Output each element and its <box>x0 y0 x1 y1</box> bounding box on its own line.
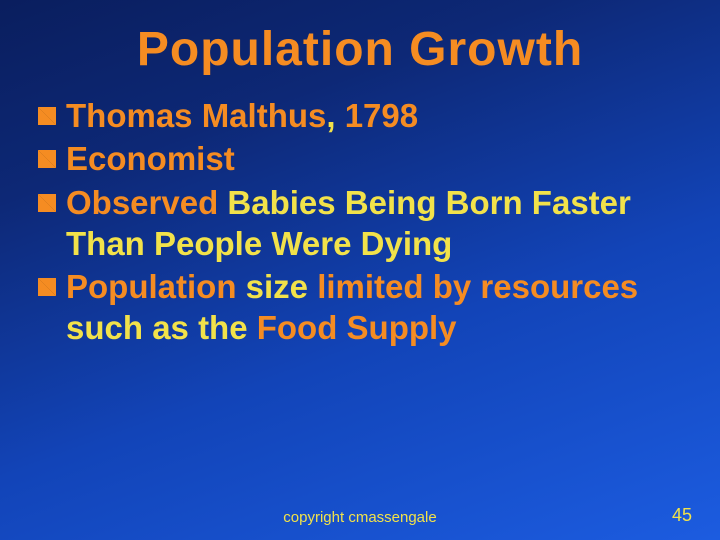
bullet-text: Thomas Malthus, 1798 <box>66 95 418 136</box>
square-bullet-icon <box>38 150 56 168</box>
slide-content: Thomas Malthus, 1798 Economist Observed Ba… <box>0 95 720 349</box>
slide-title: Population Growth <box>0 0 720 95</box>
bullet-item: Economist <box>38 138 690 179</box>
square-bullet-icon <box>38 278 56 296</box>
bullet-text: Economist <box>66 138 235 179</box>
text-segment: Population <box>66 268 246 305</box>
text-segment: Economist <box>66 140 235 177</box>
text-segment: 1798 <box>345 97 418 134</box>
square-bullet-icon <box>38 107 56 125</box>
slide: Population Growth Thomas Malthus, 1798 Ec… <box>0 0 720 540</box>
bullet-item: Population size limited by resources suc… <box>38 266 690 349</box>
bullet-text: Population size limited by resources suc… <box>66 266 690 349</box>
square-bullet-icon <box>38 194 56 212</box>
text-segment: Observed <box>66 184 227 221</box>
text-segment: Food Supply <box>257 309 457 346</box>
bullet-item: Thomas Malthus, 1798 <box>38 95 690 136</box>
text-segment: Thomas Malthus <box>66 97 326 134</box>
text-segment: limited by resources <box>317 268 638 305</box>
page-number: 45 <box>672 505 692 526</box>
text-segment: , <box>326 97 344 134</box>
bullet-text: Observed Babies Being Born Faster Than P… <box>66 182 690 265</box>
copyright-text: copyright cmassengale <box>283 509 436 526</box>
bullet-item: Observed Babies Being Born Faster Than P… <box>38 182 690 265</box>
text-segment: such as the <box>66 309 257 346</box>
text-segment: size <box>246 268 318 305</box>
